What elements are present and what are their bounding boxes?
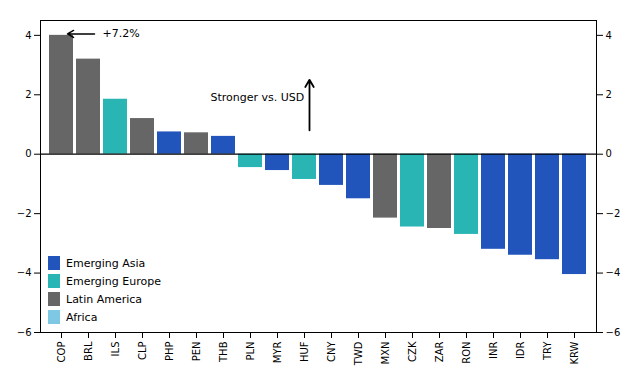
- svg-text:Stronger vs. USD: Stronger vs. USD: [211, 91, 305, 104]
- svg-text:PEN: PEN: [191, 342, 202, 362]
- svg-text:−6: −6: [606, 327, 621, 338]
- svg-text:MYR: MYR: [272, 341, 283, 363]
- svg-text:IDR: IDR: [515, 341, 526, 359]
- svg-text:HUF: HUF: [299, 341, 310, 362]
- svg-text:4: 4: [25, 30, 31, 41]
- svg-text:−4: −4: [606, 267, 621, 278]
- svg-text:−6: −6: [17, 327, 32, 338]
- html-text:Africa: Africa: [66, 310, 98, 324]
- svg-text:+7.2%: +7.2%: [103, 27, 140, 40]
- svg-text:KRW: KRW: [569, 341, 580, 364]
- svg-text:−2: −2: [17, 208, 32, 219]
- svg-text:−4: −4: [17, 267, 32, 278]
- svg-text:2: 2: [606, 89, 612, 100]
- svg-text:TRY: TRY: [542, 341, 553, 361]
- svg-text:0: 0: [606, 148, 612, 159]
- svg-text:CLP: CLP: [137, 342, 148, 361]
- svg-text:CNY: CNY: [326, 341, 337, 362]
- html-text:Latin America: Latin America: [66, 292, 143, 306]
- svg-text:CZK: CZK: [407, 341, 418, 362]
- svg-text:THB: THB: [218, 341, 229, 363]
- svg-text:PHP: PHP: [164, 342, 175, 362]
- html-text:Emerging Europe: Emerging Europe: [66, 274, 161, 288]
- svg-text:4: 4: [606, 30, 612, 41]
- svg-text:PLN: PLN: [245, 342, 256, 361]
- svg-text:COP: COP: [56, 342, 67, 363]
- svg-text:INR: INR: [488, 341, 499, 358]
- svg-text:−2: −2: [606, 208, 621, 219]
- svg-text:BRL: BRL: [83, 341, 94, 361]
- svg-text:RON: RON: [461, 342, 472, 364]
- svg-text:ILS: ILS: [110, 342, 121, 357]
- svg-text:0: 0: [25, 148, 31, 159]
- svg-text:ZAR: ZAR: [434, 341, 445, 362]
- svg-text:MXN: MXN: [380, 342, 391, 365]
- svg-text:TWD: TWD: [353, 341, 364, 366]
- svg-text:2: 2: [25, 89, 31, 100]
- html-text:Emerging Asia: Emerging Asia: [66, 256, 146, 270]
